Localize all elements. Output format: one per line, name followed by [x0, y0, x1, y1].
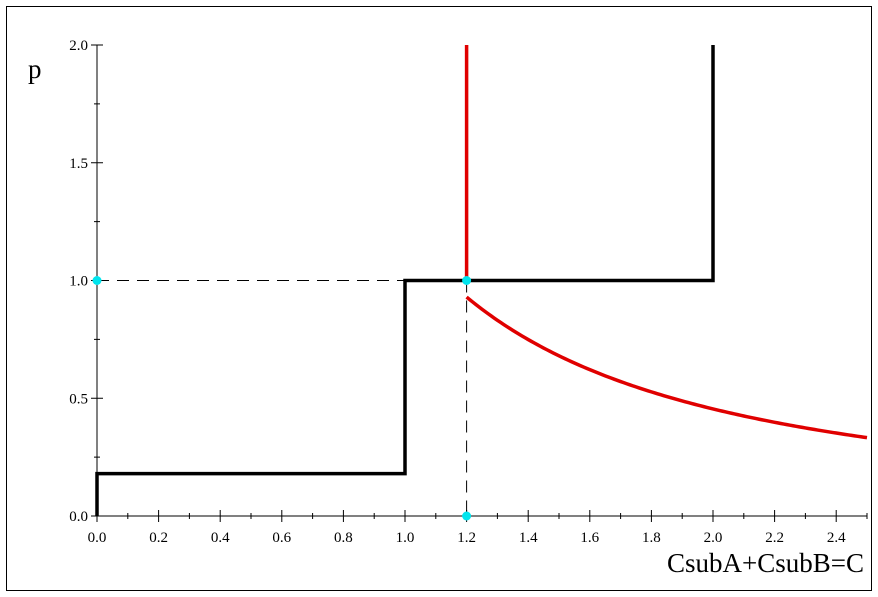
x-tick-label: 1.0: [396, 530, 415, 546]
y-tick-label: 1.0: [69, 274, 88, 290]
x-tick-label: 0.8: [334, 530, 353, 546]
x-tick-label: 1.8: [642, 530, 661, 546]
plot-frame: [6, 6, 872, 591]
x-axis-title: CsubA+CsubB=C: [667, 548, 864, 578]
x-tick-label: 1.4: [519, 530, 538, 546]
x-tick-label: 1.2: [457, 530, 476, 546]
series-line-0: [95, 45, 715, 516]
x-tick-label: 0.2: [149, 530, 168, 546]
marker-point: [462, 276, 472, 285]
x-tick-label: 0.4: [211, 530, 230, 546]
y-axis-title: p: [28, 54, 42, 84]
x-tick-label: 2.2: [765, 530, 784, 546]
series-line-2: [465, 295, 868, 440]
x-tick-label: 2.4: [827, 530, 846, 546]
x-tick-label: 2.0: [704, 530, 723, 546]
y-tick-label: 2.0: [69, 38, 88, 54]
y-tick-label: 1.5: [69, 156, 88, 172]
marker-point: [462, 511, 472, 521]
y-tick-label: 0.0: [69, 509, 88, 525]
x-tick-label: 1.6: [580, 530, 599, 546]
marker-point: [92, 276, 102, 285]
x-tick-label: 0.0: [88, 530, 107, 546]
y-tick-label: 0.5: [69, 391, 88, 407]
x-tick-label: 0.6: [272, 530, 291, 546]
